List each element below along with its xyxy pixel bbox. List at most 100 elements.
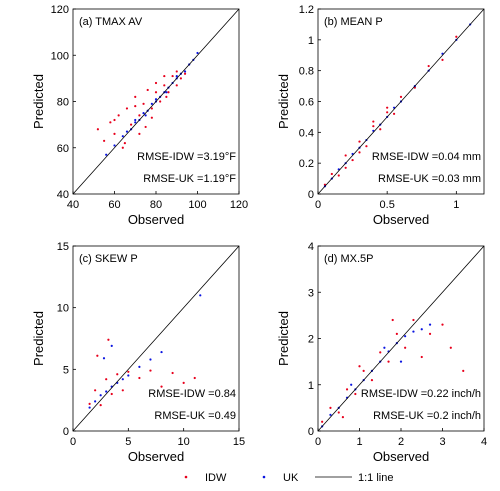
panel-d-xtick-label: 3 (439, 436, 445, 448)
panel-d-uk-point (420, 328, 423, 331)
panel-d-idw-point (441, 323, 444, 326)
panel-a-idw-point (144, 125, 147, 129)
panel-c: (c) SKEW P RMSE-IDW =0.84 RMSE-UK =0.49 … (31, 241, 245, 464)
panel-a-title: (a) TMAX AV (79, 16, 143, 28)
panel-a-uk-point (134, 121, 137, 124)
panel-c-idw-point (160, 385, 163, 388)
panel-c-idw-point (127, 370, 130, 373)
panel-b-idw-point (372, 120, 375, 123)
panel-d-xtick-label: 2 (398, 436, 404, 448)
legend-uk-marker (262, 475, 266, 479)
panel-c-ylabel: Predicted (31, 311, 46, 366)
panel-d-idw-point (395, 332, 398, 335)
panel-b-xtick-label: 1 (453, 199, 459, 211)
panel-c-idw-point (99, 404, 102, 407)
panel-c-xlabel: Observed (128, 449, 184, 464)
panel-d-uk-point (329, 413, 332, 416)
panel-c-uk-point (94, 400, 97, 403)
panel-c-idw-point (121, 389, 124, 392)
panel-c-idw-point (110, 392, 113, 396)
panel-d-rmse-uk: RMSE-UK =0.2 inch/h (373, 410, 481, 422)
panel-a-idw-point (150, 116, 153, 119)
panel-b-idw-point (379, 128, 382, 131)
panel-c-uk-point (88, 406, 91, 409)
legend-idw-label: IDW (205, 472, 227, 484)
panel-b-xtick-label: 0.5 (380, 199, 395, 211)
panel-d-uk-point (412, 330, 415, 333)
panel-c-xtick-label: 0 (70, 436, 76, 448)
panel-d-uk-point (428, 323, 432, 326)
panel-a-idw-point (134, 105, 137, 108)
panel-b-idw-point (441, 58, 444, 61)
panel-c-idw-point (88, 402, 91, 405)
panel-d-ytick-label: 3 (308, 287, 314, 299)
panel-a-idw-point (175, 84, 178, 87)
panel-d-uk-point (404, 335, 407, 338)
panel-d-idw-point (379, 351, 382, 354)
panel-d-one-to-one-line (317, 245, 485, 432)
panel-a-idw-point (171, 74, 174, 78)
panel-b-rmse-idw: RMSE-IDW =0.04 mm (372, 151, 481, 163)
panel-c-uk-point (199, 294, 202, 297)
panel-c-ytick-label: 0 (63, 426, 69, 438)
panel-d-idw-point (391, 318, 394, 322)
panel-b-idw-point (351, 158, 354, 162)
panel-c-idw-point (94, 389, 97, 392)
panel-a-xtick-label: 80 (150, 199, 162, 211)
panel-d-idw-point (412, 318, 415, 322)
panel-c-uk-point (102, 357, 106, 360)
panel-a-uk-point (142, 111, 145, 115)
panel-c-uk-point (138, 365, 141, 368)
panel-b: (b) MEAN P RMSE-IDW =0.04 mm RMSE-UK =0.… (276, 4, 485, 227)
panel-a-uk-point (121, 135, 124, 138)
panel-a-xtick-label: 40 (67, 199, 79, 211)
panel-d-idw-point (428, 332, 432, 335)
panel-a-uk-point (125, 130, 129, 133)
panel-c-uk-point (99, 394, 102, 397)
panel-b-ytick-label: 0.6 (299, 97, 314, 109)
panel-a-uk-point (183, 70, 187, 73)
panel-c-idw-point (96, 354, 99, 357)
panel-d-ytick-label: 0 (308, 426, 314, 438)
panel-d-idw-point (370, 379, 374, 382)
panel-a-idw-point (163, 84, 166, 87)
panel-a-idw-point (134, 95, 137, 98)
panel-c-xtick-label: 15 (233, 436, 245, 448)
panel-a-idw-point (138, 114, 141, 117)
panel-a-idw-point (130, 123, 133, 126)
panel-b-idw-point (399, 95, 403, 98)
panel-c-ytick-label: 5 (63, 364, 69, 376)
panel-a-idw-point (113, 132, 116, 135)
panel-a-uk-point (165, 91, 168, 94)
panel-b-idw-point (365, 145, 368, 148)
panel-a-xlabel: Observed (128, 212, 184, 227)
panel-d-xtick-label: 1 (356, 436, 362, 448)
panel-c-idw-point (138, 376, 141, 380)
panel-a-idw-point (179, 77, 182, 80)
panel-a-uk-point (150, 102, 153, 105)
panel-c-uk-point (127, 374, 130, 377)
panel-d-idw-point (404, 346, 407, 349)
panel-a-ytick-label: 120 (51, 4, 69, 16)
panel-c-uk-point (149, 358, 152, 361)
panel-d-title: (d) MX.5P (324, 253, 374, 265)
panel-a-idw-point (121, 146, 124, 149)
panel-a-idw-point (183, 72, 187, 75)
panel-b-ytick-label: 0.2 (299, 158, 314, 170)
panel-b-idw-point (358, 151, 361, 154)
panel-c-idw-point (193, 376, 196, 380)
panel-a-idw-point (146, 88, 149, 92)
panel-c-idw-point (182, 381, 185, 384)
panel-b-idw-point (344, 166, 347, 169)
panel-a-uk-point (196, 51, 199, 55)
panel-a-ytick-label: 40 (57, 189, 69, 201)
panel-c-xtick-label: 10 (178, 436, 190, 448)
panel-c-rmse-idw: RMSE-IDW =0.84 (148, 388, 236, 400)
panel-a-one-to-one-line (72, 8, 240, 195)
panel-b-ytick-label: 0.4 (299, 127, 314, 139)
panel-a-uk-point (105, 153, 108, 156)
panel-b-xlabel: Observed (373, 212, 429, 227)
panel-d-xlabel: Observed (373, 449, 429, 464)
panel-c-ytick-label: 10 (57, 303, 69, 315)
panel-a-idw-point (150, 107, 153, 110)
